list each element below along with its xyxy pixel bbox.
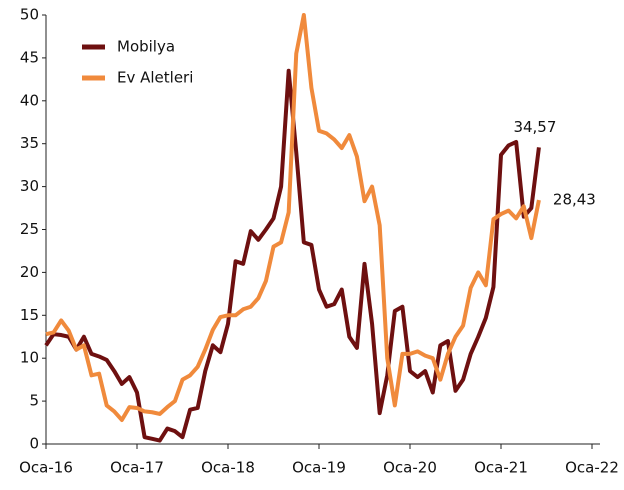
y-tick-label: 25 [20,220,39,238]
x-tick-label: Oca-22 [565,459,619,477]
x-tick-label: Oca-17 [110,459,164,477]
y-tick-label: 0 [29,435,39,453]
y-tick-label: 40 [20,91,39,109]
y-tick-label: 45 [20,48,39,66]
data-label: 28,43 [553,191,596,209]
x-tick-label: Oca-20 [383,459,437,477]
x-tick-label: Oca-18 [201,459,255,477]
data-label: 34,57 [513,118,556,136]
y-tick-label: 20 [20,263,39,281]
x-tick-label: Oca-19 [292,459,346,477]
legend-label: Mobilya [117,38,175,56]
y-tick-label: 15 [20,306,39,324]
y-tick-label: 5 [29,392,39,410]
x-tick-label: Oca-21 [474,459,528,477]
y-tick-label: 30 [20,177,39,195]
x-tick-label: Oca-16 [19,459,73,477]
y-tick-label: 50 [20,6,39,24]
legend-label: Ev Aletleri [117,69,193,87]
y-tick-label: 10 [20,349,39,367]
series-line [45,13,541,422]
y-tick-label: 35 [20,134,39,152]
